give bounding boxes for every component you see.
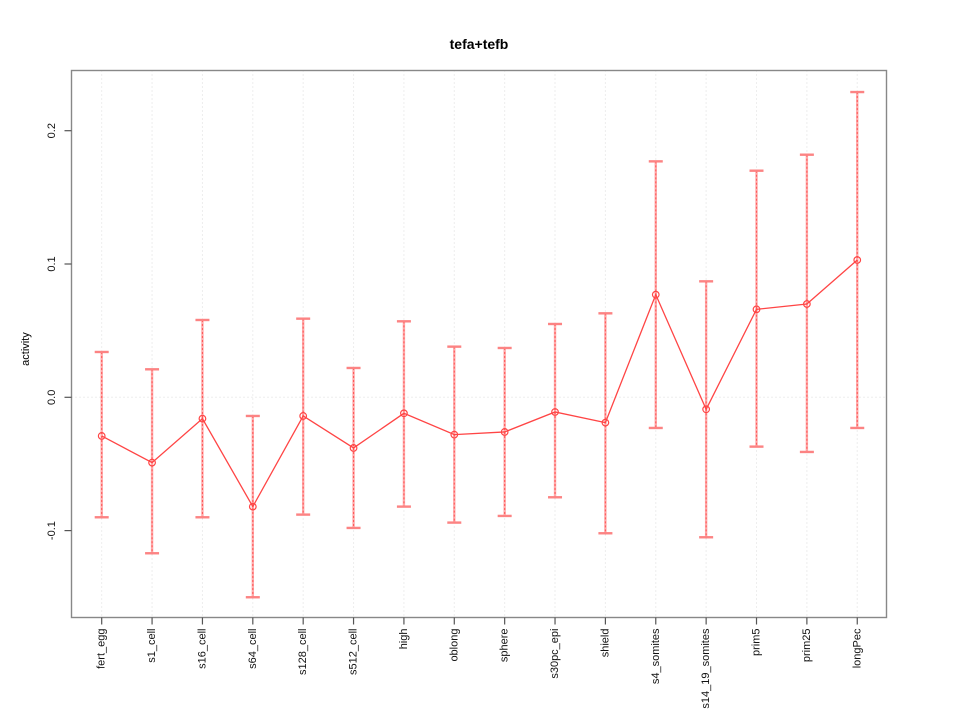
x-tick-label: s4_somites — [650, 628, 662, 684]
x-tick-label: prim5 — [751, 629, 763, 657]
y-tick-label: 0.1 — [46, 256, 58, 271]
data-point-marker — [702, 405, 711, 414]
data-point-marker — [752, 305, 761, 314]
y-tick-label: 0.2 — [46, 123, 58, 138]
data-point-marker — [500, 428, 509, 436]
data-point-marker — [349, 444, 358, 452]
data-point-marker — [450, 430, 459, 439]
x-tick-label: s14_19_somites — [700, 628, 712, 709]
x-tick-label: prim25 — [801, 629, 813, 663]
data-point-marker — [802, 300, 811, 308]
data-point-marker — [651, 290, 660, 299]
data-point-marker — [248, 502, 257, 511]
x-tick-label: high — [398, 629, 410, 650]
x-tick-label: longPec — [851, 628, 863, 668]
data-point-marker — [148, 458, 156, 467]
data-point-marker — [853, 256, 862, 264]
y-tick-label: 0.0 — [46, 390, 58, 405]
data-point-marker — [299, 412, 308, 420]
x-tick-label: sphere — [499, 629, 511, 663]
chart-title: tefa+tefb — [449, 36, 509, 52]
x-tick-label: s30pc_epi — [549, 629, 561, 679]
x-tick-label: s64_cell — [247, 629, 259, 669]
plot-border — [70, 69, 888, 619]
x-tick-label: s128_cell — [297, 629, 309, 675]
series-line — [101, 259, 858, 508]
data-point-marker — [400, 409, 408, 418]
x-tick-label: s16_cell — [196, 629, 208, 669]
data-point-marker — [551, 408, 559, 416]
x-tick-label: fert_egg — [96, 629, 108, 669]
x-tick-label: s512_cell — [348, 629, 360, 675]
data-point-marker — [97, 432, 106, 440]
data-point-marker — [601, 418, 610, 427]
y-tick-label: -0.1 — [46, 521, 58, 540]
data-point-marker — [198, 414, 207, 423]
x-tick-label: shield — [599, 629, 611, 658]
x-tick-label: s1_cell — [146, 629, 158, 663]
x-tick-label: oblong — [448, 629, 460, 662]
